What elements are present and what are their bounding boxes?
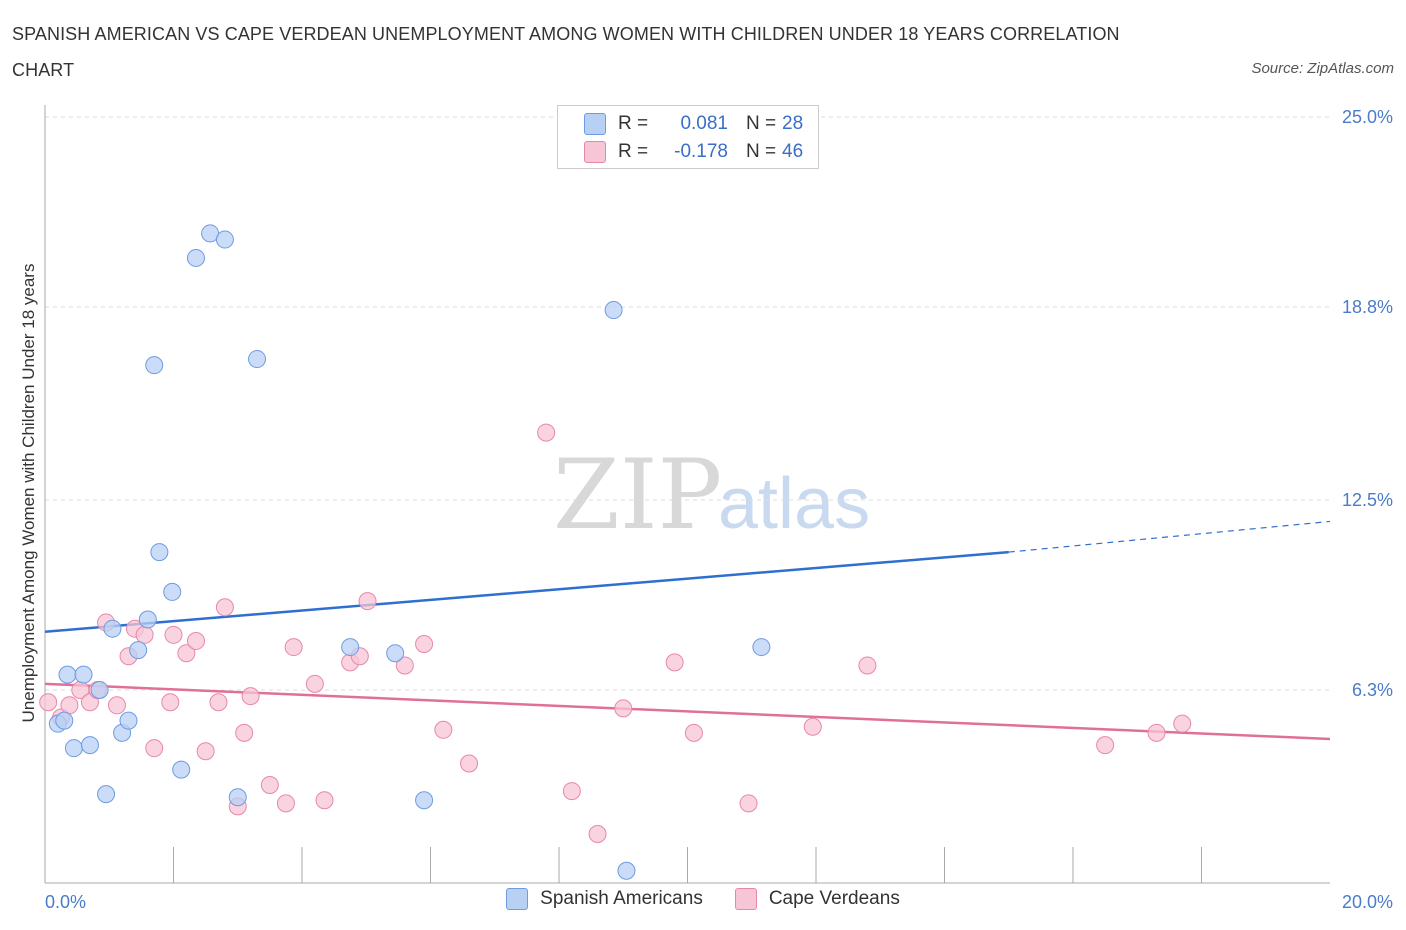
correlation-legend: R = 0.081 N = 28 R = -0.178 N = 46 <box>557 105 819 169</box>
point-cape-verdean <box>1096 736 1115 755</box>
point-spanish-american <box>103 619 122 638</box>
legend-n-value: 28 <box>782 113 804 134</box>
point-cape-verdean <box>537 423 556 442</box>
point-spanish-american <box>64 739 83 758</box>
point-cape-verdean <box>215 598 234 617</box>
legend-swatch-blue <box>584 113 606 135</box>
point-spanish-american <box>248 350 267 369</box>
point-cape-verdean <box>614 699 633 718</box>
point-cape-verdean <box>315 791 334 810</box>
trend-line-spanish-americans-projection <box>1008 520 1331 553</box>
point-spanish-american <box>145 356 164 375</box>
point-cape-verdean <box>665 653 684 672</box>
point-cape-verdean <box>135 625 154 644</box>
point-cape-verdean <box>196 742 215 761</box>
point-cape-verdean <box>145 739 164 758</box>
point-cape-verdean <box>39 693 58 712</box>
legend-n-label: N = <box>746 141 777 162</box>
point-cape-verdean <box>107 696 126 715</box>
point-spanish-american <box>90 680 109 699</box>
point-cape-verdean <box>562 782 581 801</box>
point-cape-verdean <box>60 696 79 715</box>
point-cape-verdean <box>241 687 260 706</box>
chart-title: SPANISH AMERICAN VS CAPE VERDEAN UNEMPLO… <box>12 24 1120 80</box>
point-cape-verdean <box>305 674 324 693</box>
legend-row-cape-verdeans: R = -0.178 N = 46 <box>584 140 803 164</box>
point-spanish-american <box>415 791 434 810</box>
point-cape-verdean <box>186 631 205 650</box>
point-spanish-american <box>129 641 148 660</box>
point-spanish-american <box>186 248 205 267</box>
y-tick-label: 18.8% <box>1342 297 1393 317</box>
point-spanish-american <box>228 788 247 807</box>
point-spanish-american <box>138 610 157 629</box>
point-spanish-american <box>604 301 623 320</box>
x-tick-label: 0.0% <box>45 892 86 912</box>
watermark-atlas: atlas <box>718 464 870 544</box>
point-spanish-american <box>74 665 93 684</box>
legend-n-value: 46 <box>782 141 804 162</box>
point-cape-verdean <box>1147 723 1166 742</box>
legend-swatch-blue <box>506 888 529 910</box>
point-cape-verdean <box>161 693 180 712</box>
point-cape-verdean <box>209 693 228 712</box>
legend-swatch-pink <box>584 141 606 163</box>
series-legend: Spanish Americans Cape Verdeans <box>0 888 1406 910</box>
point-spanish-american <box>752 638 771 657</box>
watermark-zip: ZIP <box>553 439 722 551</box>
point-spanish-american <box>80 736 99 755</box>
legend-row-spanish-americans: R = 0.081 N = 28 <box>584 112 803 136</box>
legend-r-value: 0.081 <box>680 113 728 134</box>
point-spanish-american <box>341 638 360 657</box>
legend-r-label: R = <box>618 113 649 134</box>
point-cape-verdean <box>235 723 254 742</box>
point-cape-verdean <box>588 824 607 843</box>
point-cape-verdean <box>415 635 434 654</box>
legend-r-label: R = <box>618 141 649 162</box>
point-spanish-american <box>58 665 77 684</box>
point-cape-verdean <box>284 638 303 657</box>
point-cape-verdean <box>358 592 377 611</box>
point-cape-verdean <box>177 644 196 663</box>
legend-item-cape-verdeans: Cape Verdeans <box>734 888 900 910</box>
point-cape-verdean <box>684 723 703 742</box>
point-cape-verdean <box>395 656 414 675</box>
point-spanish-american <box>386 644 405 663</box>
y-tick-label: 12.5% <box>1342 490 1393 510</box>
legend-r-value: -0.178 <box>674 141 728 162</box>
x-tick-label: 20.0% <box>1342 892 1393 912</box>
point-spanish-american <box>55 711 74 730</box>
legend-label-spanish-americans: Spanish Americans <box>540 888 703 909</box>
y-tick-label: 25.0% <box>1342 107 1393 127</box>
legend-swatch-pink <box>734 888 757 910</box>
point-spanish-american <box>172 760 191 779</box>
point-cape-verdean <box>739 794 758 813</box>
point-cape-verdean <box>460 754 479 773</box>
y-axis-label: Unemployment Among Women with Children U… <box>19 264 38 723</box>
point-cape-verdean <box>858 656 877 675</box>
point-cape-verdean <box>1173 714 1192 733</box>
legend-n-label: N = <box>746 113 777 134</box>
point-spanish-american <box>617 861 636 880</box>
point-spanish-american <box>119 711 138 730</box>
point-cape-verdean <box>803 717 822 736</box>
trend-line-spanish-americans <box>44 550 1009 633</box>
legend-item-spanish-americans: Spanish Americans <box>506 888 703 910</box>
point-cape-verdean <box>164 625 183 644</box>
point-spanish-american <box>215 230 234 249</box>
source-label: Source: ZipAtlas.com <box>1251 60 1394 77</box>
point-spanish-american <box>97 785 116 804</box>
point-cape-verdean <box>434 720 453 739</box>
point-cape-verdean <box>276 794 295 813</box>
trend-line-cape-verdeans <box>44 682 1331 741</box>
point-cape-verdean <box>260 775 279 794</box>
legend-label-cape-verdeans: Cape Verdeans <box>768 888 900 909</box>
watermark: ZIP atlas <box>553 439 870 551</box>
point-spanish-american <box>150 543 169 562</box>
y-tick-label: 6.3% <box>1352 680 1393 700</box>
point-spanish-american <box>163 582 182 601</box>
